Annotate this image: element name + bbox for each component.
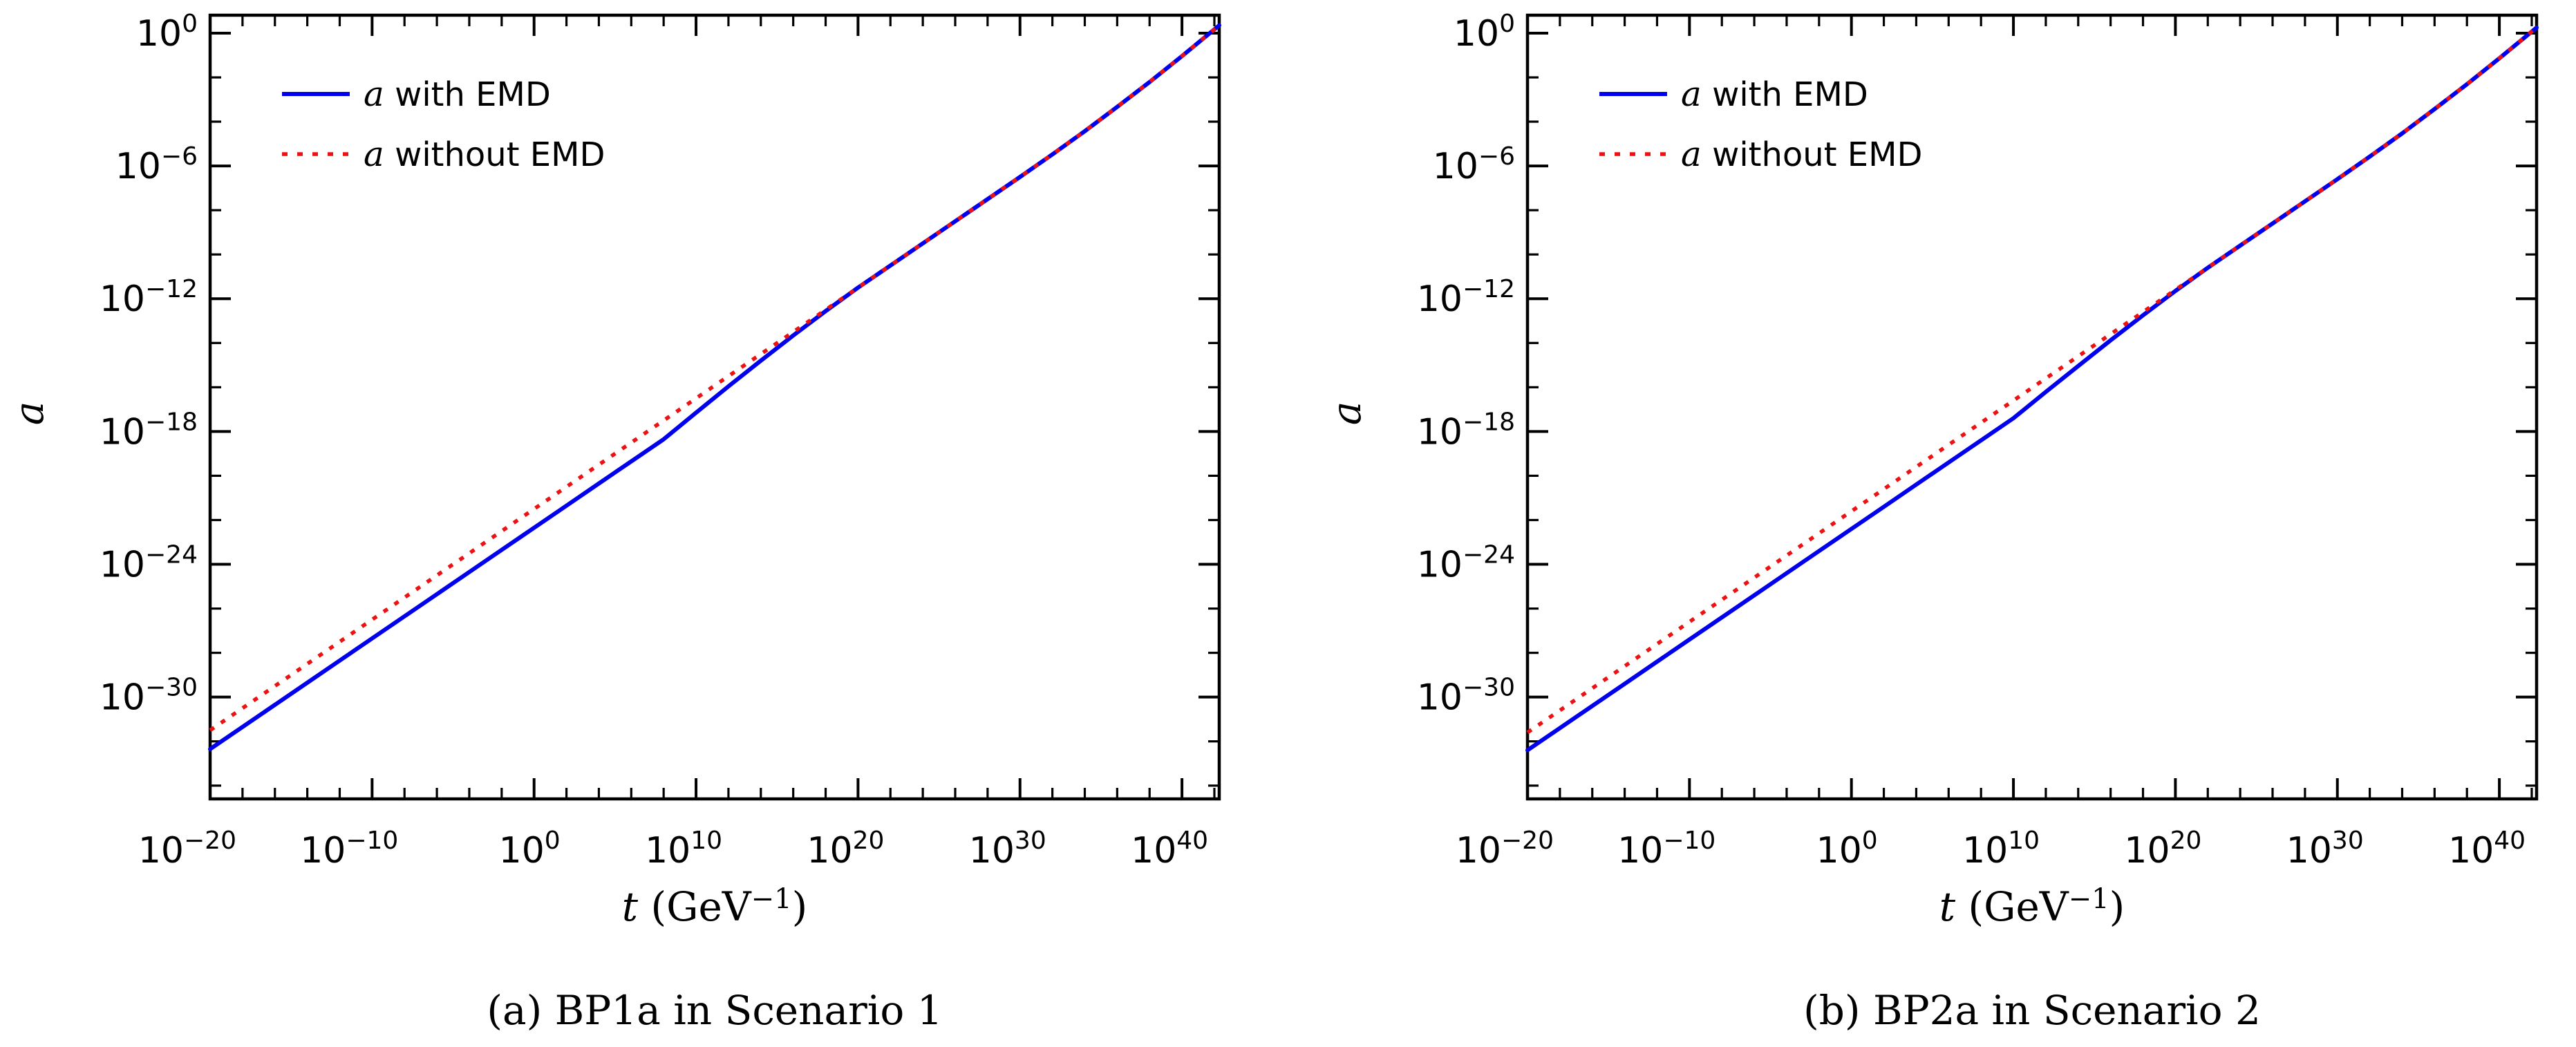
y-tick-label-10e-18: 10−18 [1417,408,1515,453]
panel-b-legend-keys [1599,92,1667,156]
y-tick-label-10e-30: 10−30 [100,674,198,719]
legend-label-without-emd: a without EMD [1681,134,1922,174]
x-tick-label-10e-10: 10−10 [1617,827,1715,871]
legend-rest-with-emd: with EMD [384,75,551,114]
curve-without_emd [1526,26,2538,735]
panel-b-y-axis-label: a [1323,402,1370,426]
curve-without_emd [209,23,1221,732]
x-tick-label-10e20: 1020 [807,827,884,871]
y-tick-label-10e-6: 10−6 [1433,142,1515,187]
y-tick-label-10e0: 100 [136,10,198,55]
legend-label-without-emd: a without EMD [364,134,605,174]
x-tick-label-10e30: 1030 [2286,827,2364,871]
panel-b-legend: a with EMD a without EMD [1599,74,1922,174]
legend-label-with-emd: a with EMD [364,74,551,114]
x-tick-label-10e40: 1040 [2448,827,2526,871]
x-tick-label-10e30: 1030 [969,827,1046,871]
x-tick-label-10e20: 1020 [2124,827,2201,871]
curve-with_emd [208,23,1221,751]
panel-a-x-axis-label: t (GeV−1) [622,883,808,930]
plot-frame [208,13,1221,801]
x-tick-label-10e10: 1010 [1962,827,2040,871]
panel-a-legend: a with EMD a without EMD [282,74,605,174]
x-label-unit-open: (GeV [1955,883,2069,930]
y-tick-label-10e-12: 10−12 [1417,275,1515,320]
y-tick-label-10e-24: 10−24 [1417,541,1515,586]
x-label-unit-close: ) [792,883,808,930]
x-tick-label-10e-10: 10−10 [300,827,398,871]
panel-a-caption: (a) BP1a in Scenario 1 [487,987,942,1034]
x-label-unit-open: (GeV [638,883,752,930]
y-tick-label-10e-12: 10−12 [100,275,198,320]
panel-a-legend-keys [282,92,350,156]
panel-b-curves [1525,25,2539,753]
x-tick-label-10e0: 100 [499,827,561,871]
legend-rest-without-emd: without EMD [384,135,605,174]
x-label-var-t: t [1939,883,1956,930]
y-tick-label-10e-24: 10−24 [100,541,198,586]
x-tick-label-10e0: 100 [1816,827,1878,871]
legend-math-a: a [364,134,384,174]
y-tick-label-10e-18: 10−18 [100,408,198,453]
panel-b-caption: (b) BP2a in Scenario 2 [1803,987,2261,1034]
curve-with_emd [1525,25,2539,753]
ticks [209,15,1219,799]
panel-b: 10−20 10−10 100 1010 1020 1030 1040 100 10−6 10−1… [1323,10,2539,1034]
legend-rest-with-emd: with EMD [1702,75,1868,114]
panel-a-axes: 10−20 10−10 100 1010 1020 1030 1040 100 10−6 10−1… [100,10,1221,871]
x-tick-label-10e-20: 10−20 [138,827,236,871]
ticks [1526,15,2537,799]
x-label-unit-exponent: −1 [2069,883,2109,915]
x-label-unit-exponent: −1 [751,883,792,915]
panel-a-y-axis-label: a [6,402,53,426]
legend-math-a: a [1681,74,1702,114]
y-tick-label-10e-6: 10−6 [115,142,198,187]
legend-label-with-emd: a with EMD [1681,74,1868,114]
x-tick-label-10e-20: 10−20 [1456,827,1554,871]
x-label-var-t: t [622,883,639,930]
x-tick-label-10e10: 1010 [645,827,722,871]
plot-frame [1525,13,2539,801]
legend-math-a: a [1681,134,1702,174]
legend-rest-without-emd: without EMD [1702,135,1923,174]
x-tick-label-10e40: 1040 [1131,827,1208,871]
y-tick-label-10e0: 100 [1454,10,1515,55]
x-label-unit-close: ) [2109,883,2125,930]
panel-b-x-axis-label: t (GeV−1) [1939,883,2125,930]
panel-a: 10−20 10−10 100 1010 1020 1030 1040 100 10−6 10−1… [6,10,1221,1034]
y-tick-label-10e-30: 10−30 [1417,674,1515,719]
legend-math-a: a [364,74,384,114]
panel-b-axes: 10−20 10−10 100 1010 1020 1030 1040 100 10−6 10−1… [1417,10,2539,871]
panel-a-curves [208,23,1221,751]
